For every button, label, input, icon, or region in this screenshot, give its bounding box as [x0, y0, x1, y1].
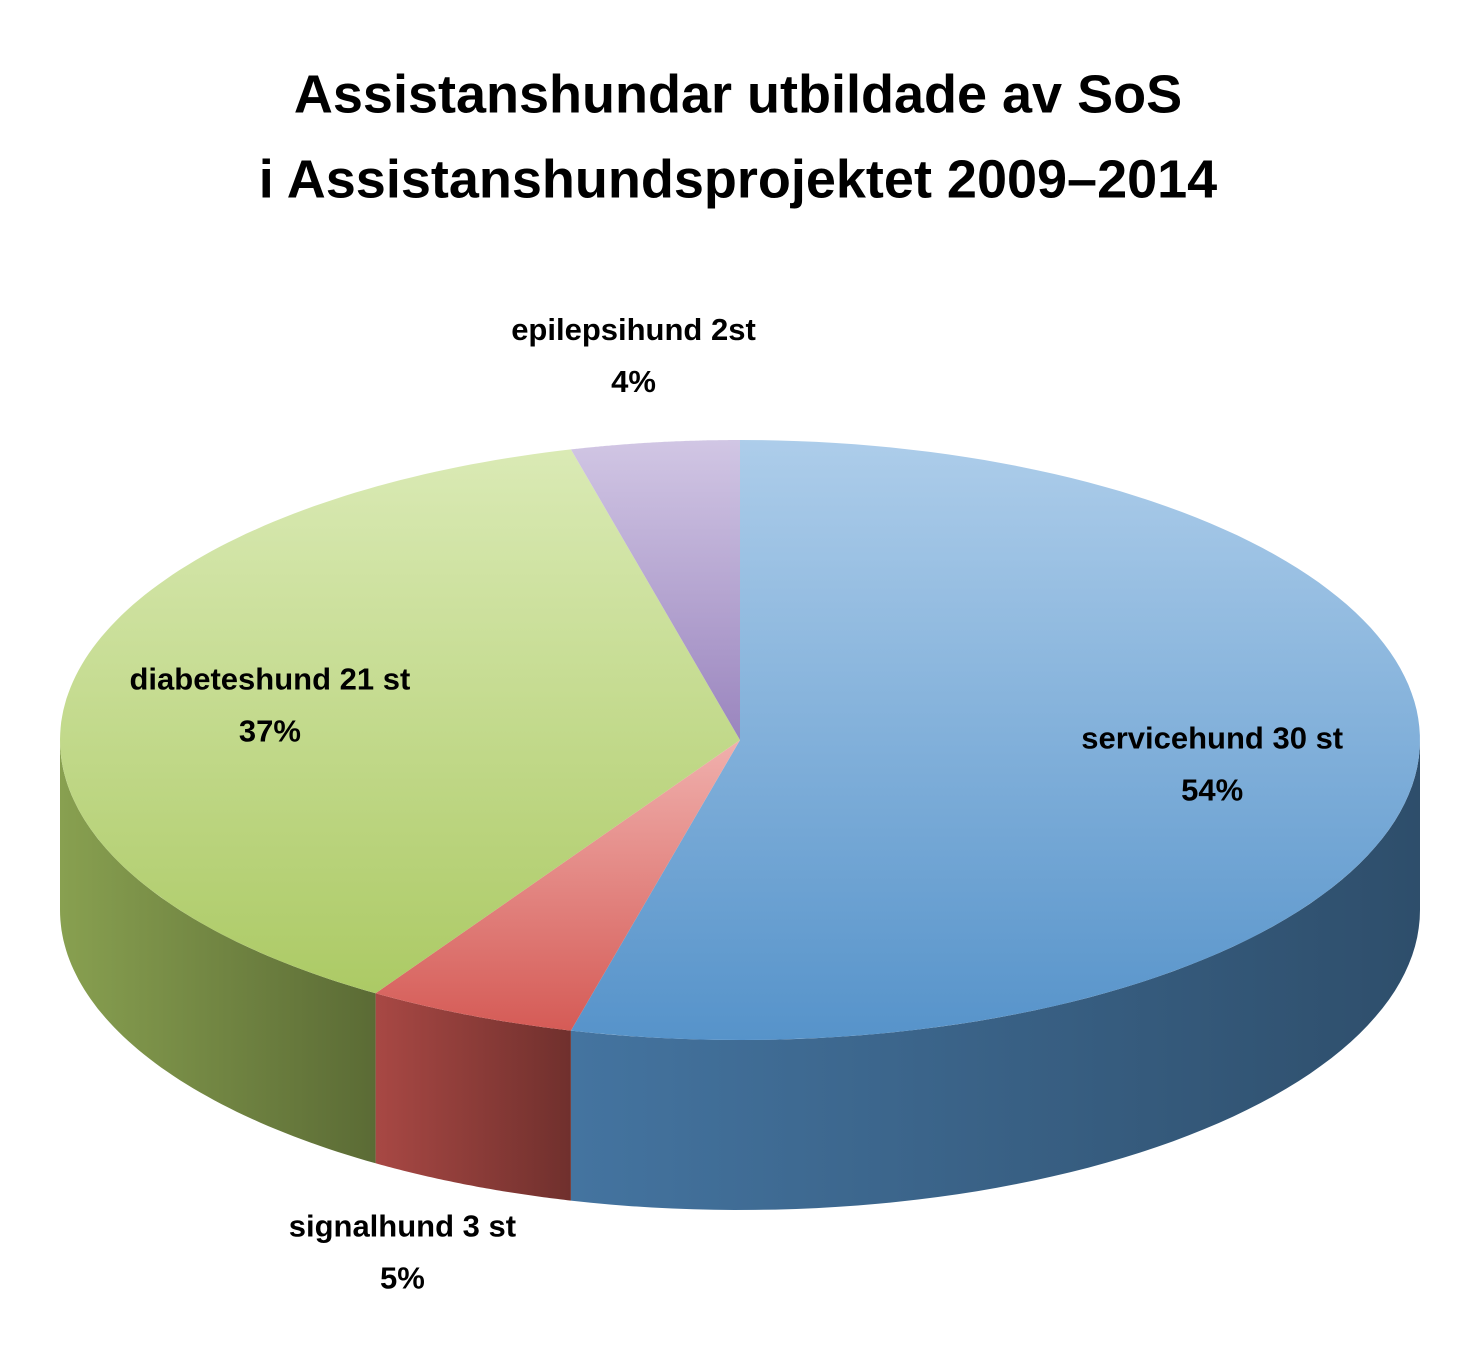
chart-title: i Assistanshundsprojektet 2009–2014 [259, 149, 1217, 209]
data-label-value: 4% [611, 364, 656, 399]
data-label-name: epilepsihund 2st [511, 312, 756, 347]
slice-side [60, 740, 376, 1164]
chart-title: Assistanshundar utbildade av SoS [294, 64, 1182, 124]
slice-side [375, 993, 571, 1201]
data-label-name: servicehund 30 st [1081, 720, 1343, 755]
slice-side [570, 740, 1420, 1210]
slice [570, 440, 740, 740]
slice [60, 449, 740, 994]
data-label-value: 37% [239, 713, 301, 748]
data-label-value: 54% [1181, 772, 1243, 807]
data-label-name: signalhund 3 st [289, 1208, 516, 1243]
data-label-name: diabeteshund 21 st [130, 661, 411, 696]
slice [375, 740, 740, 1031]
data-label-value: 5% [380, 1260, 425, 1295]
slice [570, 440, 1420, 1040]
